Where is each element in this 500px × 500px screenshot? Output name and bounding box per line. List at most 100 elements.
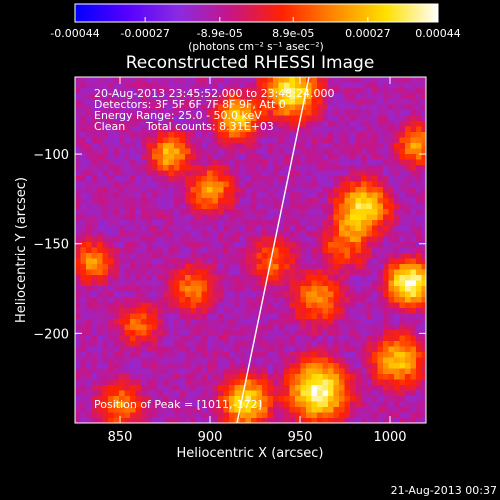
heatmap-cell bbox=[262, 341, 269, 348]
heatmap-cell bbox=[163, 93, 170, 100]
heatmap-cell bbox=[218, 385, 225, 392]
heatmap-cell bbox=[207, 203, 214, 210]
heatmap-cell bbox=[328, 236, 335, 243]
heatmap-cell bbox=[97, 242, 104, 249]
heatmap-cell bbox=[97, 110, 104, 117]
heatmap-cell bbox=[207, 126, 214, 133]
heatmap-cell bbox=[119, 121, 126, 128]
heatmap-cell bbox=[317, 313, 324, 320]
heatmap-cell bbox=[273, 308, 280, 315]
heatmap-cell bbox=[113, 110, 120, 117]
heatmap-cell bbox=[361, 407, 368, 414]
heatmap-cell bbox=[361, 159, 368, 166]
heatmap-cell bbox=[97, 264, 104, 271]
heatmap-cell bbox=[322, 313, 329, 320]
heatmap-cell bbox=[328, 379, 335, 386]
heatmap-cell bbox=[278, 165, 285, 172]
heatmap-cell bbox=[399, 143, 406, 150]
heatmap-cell bbox=[124, 165, 131, 172]
heatmap-cell bbox=[80, 176, 87, 183]
heatmap-cell bbox=[97, 176, 104, 183]
heatmap-cell bbox=[152, 297, 159, 304]
heatmap-cell bbox=[361, 418, 368, 423]
heatmap-cell bbox=[267, 99, 274, 106]
heatmap-cell bbox=[146, 77, 153, 84]
heatmap-cell bbox=[339, 275, 346, 282]
heatmap-cell bbox=[273, 385, 280, 392]
heatmap-cell bbox=[366, 121, 373, 128]
heatmap-cell bbox=[218, 242, 225, 249]
heatmap-cell bbox=[383, 132, 390, 139]
heatmap-cell bbox=[366, 170, 373, 177]
heatmap-cell bbox=[80, 214, 87, 221]
heatmap-cell bbox=[179, 154, 186, 161]
heatmap-cell bbox=[196, 401, 203, 408]
heatmap-cell bbox=[262, 137, 269, 144]
heatmap-cell bbox=[383, 390, 390, 397]
heatmap-cell bbox=[135, 115, 142, 122]
heatmap-cell bbox=[102, 176, 109, 183]
heatmap-cell bbox=[113, 363, 120, 370]
heatmap-cell bbox=[157, 396, 164, 403]
heatmap-cell bbox=[295, 236, 302, 243]
heatmap-cell bbox=[240, 236, 247, 243]
heatmap-cell bbox=[262, 170, 269, 177]
heatmap-cell bbox=[168, 275, 175, 282]
heatmap-cell bbox=[157, 247, 164, 254]
heatmap-cell bbox=[284, 187, 291, 194]
heatmap-cell bbox=[130, 176, 137, 183]
heatmap-cell bbox=[212, 412, 219, 419]
heatmap-cell bbox=[196, 242, 203, 249]
heatmap-cell bbox=[240, 302, 247, 309]
heatmap-cell bbox=[333, 242, 340, 249]
heatmap-cell bbox=[421, 93, 426, 100]
heatmap-cell bbox=[405, 115, 412, 122]
heatmap-cell bbox=[119, 330, 126, 337]
heatmap-cell bbox=[190, 159, 197, 166]
heatmap-cell bbox=[91, 275, 98, 282]
heatmap-cell bbox=[333, 77, 340, 84]
heatmap-cell bbox=[267, 159, 274, 166]
heatmap-cell bbox=[91, 269, 98, 276]
heatmap-cell bbox=[190, 181, 197, 188]
heatmap-cell bbox=[157, 341, 164, 348]
heatmap-cell bbox=[416, 176, 423, 183]
heatmap-cell bbox=[124, 132, 131, 139]
heatmap-cell bbox=[278, 280, 285, 287]
heatmap-cell bbox=[278, 324, 285, 331]
heatmap-cell bbox=[113, 407, 120, 414]
heatmap-cell bbox=[152, 357, 159, 364]
heatmap-cell bbox=[372, 412, 379, 419]
heatmap-cell bbox=[152, 115, 159, 122]
heatmap-cell bbox=[245, 198, 252, 205]
heatmap-cell bbox=[273, 88, 280, 95]
heatmap-cell bbox=[267, 148, 274, 155]
heatmap-cell bbox=[234, 297, 241, 304]
heatmap-cell bbox=[135, 390, 142, 397]
heatmap-cell bbox=[322, 379, 329, 386]
heatmap-cell bbox=[201, 330, 208, 337]
heatmap-cell bbox=[366, 247, 373, 254]
heatmap-cell bbox=[350, 77, 357, 84]
heatmap-cell bbox=[300, 126, 307, 133]
heatmap-cell bbox=[372, 269, 379, 276]
heatmap-cell bbox=[383, 291, 390, 298]
heatmap-cell bbox=[196, 363, 203, 370]
heatmap-cell bbox=[251, 280, 258, 287]
heatmap-cell bbox=[157, 110, 164, 117]
heatmap-cell bbox=[306, 269, 313, 276]
heatmap-cell bbox=[190, 198, 197, 205]
y-tick-label: −150 bbox=[33, 238, 69, 253]
heatmap-cell bbox=[262, 154, 269, 161]
heatmap-cell bbox=[366, 88, 373, 95]
heatmap-cell bbox=[416, 121, 423, 128]
heatmap-cell bbox=[80, 346, 87, 353]
heatmap-cell bbox=[229, 88, 236, 95]
heatmap-cell bbox=[245, 159, 252, 166]
heatmap-cell bbox=[361, 352, 368, 359]
heatmap-cell bbox=[179, 126, 186, 133]
heatmap-cell bbox=[394, 225, 401, 232]
heatmap-cell bbox=[256, 346, 263, 353]
heatmap-cell bbox=[97, 286, 104, 293]
heatmap-cell bbox=[152, 242, 159, 249]
